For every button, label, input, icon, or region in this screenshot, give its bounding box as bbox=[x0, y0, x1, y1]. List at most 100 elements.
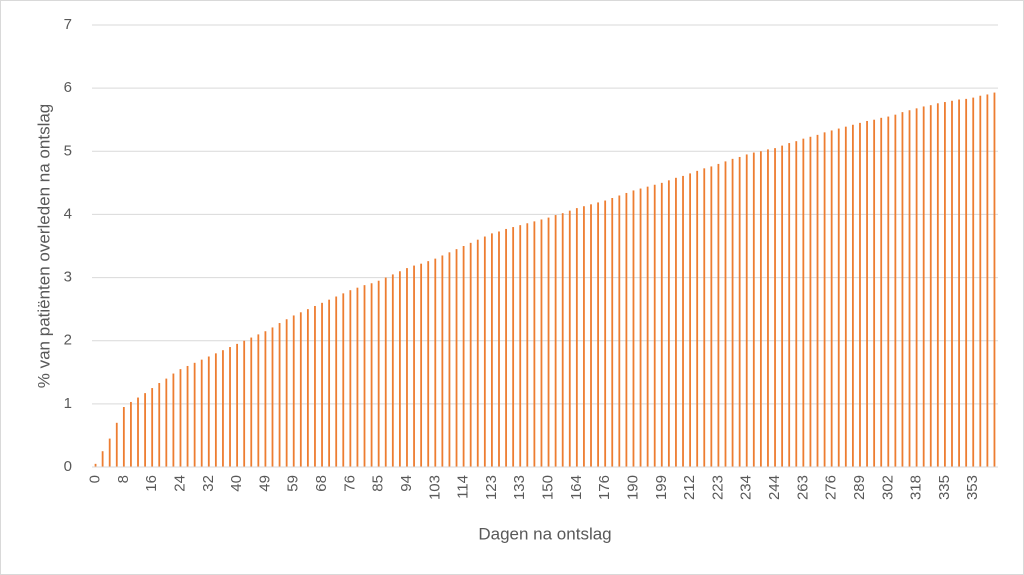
y-tick-label: 6 bbox=[64, 79, 72, 96]
y-tick-label: 0 bbox=[64, 458, 72, 475]
bar bbox=[611, 198, 614, 468]
bar bbox=[328, 299, 331, 467]
bar bbox=[618, 195, 621, 467]
bar bbox=[377, 280, 380, 467]
x-tick-label: 49 bbox=[256, 475, 273, 492]
bar bbox=[830, 130, 833, 467]
bar bbox=[816, 134, 819, 467]
bar bbox=[413, 265, 415, 467]
bar bbox=[370, 283, 373, 467]
bar bbox=[689, 173, 692, 467]
bar bbox=[951, 100, 953, 468]
bar bbox=[809, 136, 812, 467]
bar bbox=[774, 148, 776, 467]
bar bbox=[717, 163, 720, 467]
x-tick-label: 353 bbox=[964, 475, 981, 500]
bar bbox=[222, 350, 224, 467]
bar bbox=[873, 119, 876, 467]
bar bbox=[462, 246, 465, 467]
bar bbox=[229, 347, 231, 467]
bar bbox=[356, 287, 359, 467]
bar bbox=[292, 315, 295, 467]
bar bbox=[519, 225, 522, 467]
bar bbox=[767, 149, 769, 468]
y-tick-label: 2 bbox=[64, 332, 72, 349]
bar bbox=[342, 293, 345, 467]
bar bbox=[384, 277, 387, 467]
bar bbox=[483, 236, 486, 467]
bar bbox=[837, 128, 840, 467]
x-tick-label: 133 bbox=[511, 475, 528, 500]
bar bbox=[406, 268, 408, 467]
bar bbox=[632, 190, 635, 468]
bar bbox=[526, 223, 529, 467]
bar bbox=[738, 156, 741, 467]
bar bbox=[200, 359, 203, 467]
x-tick-label: 276 bbox=[823, 475, 840, 500]
bar bbox=[675, 177, 677, 467]
x-axis-title: Dagen na ontslag bbox=[478, 524, 611, 543]
bar bbox=[434, 258, 437, 467]
bar bbox=[476, 239, 479, 467]
bar bbox=[321, 302, 323, 467]
bar bbox=[540, 219, 543, 467]
bar bbox=[788, 143, 791, 467]
bar bbox=[561, 213, 564, 467]
bar bbox=[568, 210, 571, 467]
bar bbox=[703, 168, 706, 467]
bar bbox=[781, 145, 784, 468]
bar bbox=[646, 186, 649, 467]
bar bbox=[448, 252, 451, 467]
x-tick-label: 244 bbox=[766, 475, 783, 500]
bar bbox=[335, 296, 338, 467]
bar bbox=[533, 221, 536, 467]
bar bbox=[193, 362, 196, 467]
x-tick-label: 123 bbox=[483, 475, 500, 500]
x-tick-label: 212 bbox=[681, 475, 698, 500]
bar bbox=[894, 114, 897, 468]
bar bbox=[363, 285, 366, 467]
x-tick-label: 289 bbox=[851, 475, 868, 500]
bar bbox=[243, 340, 246, 467]
x-tick-label: 150 bbox=[540, 475, 557, 500]
bar bbox=[944, 102, 946, 467]
bar bbox=[639, 188, 642, 468]
bar bbox=[94, 463, 97, 467]
bar bbox=[908, 110, 911, 467]
bar bbox=[299, 312, 302, 467]
bar bbox=[271, 327, 274, 467]
bar bbox=[731, 158, 734, 467]
bar bbox=[667, 180, 670, 467]
bar bbox=[512, 227, 515, 467]
bar bbox=[936, 103, 939, 467]
x-tick-label: 68 bbox=[313, 475, 330, 492]
bar bbox=[285, 319, 288, 467]
bar bbox=[314, 305, 316, 467]
y-tick-label: 3 bbox=[64, 269, 72, 286]
bar bbox=[398, 271, 401, 467]
bar bbox=[122, 407, 125, 467]
bar bbox=[866, 120, 868, 467]
y-axis-title: % van patiënten overleden na ontslag bbox=[34, 104, 53, 388]
bar bbox=[179, 369, 182, 467]
bar bbox=[278, 323, 281, 467]
x-tick-label: 263 bbox=[794, 475, 811, 500]
x-tick-label: 16 bbox=[143, 475, 160, 492]
bar bbox=[844, 126, 847, 467]
bar bbox=[929, 105, 932, 467]
bar bbox=[986, 94, 989, 467]
bar bbox=[264, 331, 267, 467]
x-tick-label: 223 bbox=[709, 475, 726, 500]
bar bbox=[547, 217, 550, 467]
x-tick-label: 335 bbox=[936, 475, 953, 500]
bar bbox=[505, 228, 507, 467]
bar bbox=[993, 92, 996, 467]
bar bbox=[859, 122, 861, 467]
x-tick-label: 59 bbox=[285, 475, 302, 492]
bar bbox=[186, 365, 189, 467]
bar bbox=[710, 166, 713, 467]
bar bbox=[554, 215, 557, 467]
y-tick-label: 7 bbox=[64, 16, 72, 33]
bar bbox=[696, 170, 699, 468]
x-tick-label: 302 bbox=[879, 475, 896, 500]
